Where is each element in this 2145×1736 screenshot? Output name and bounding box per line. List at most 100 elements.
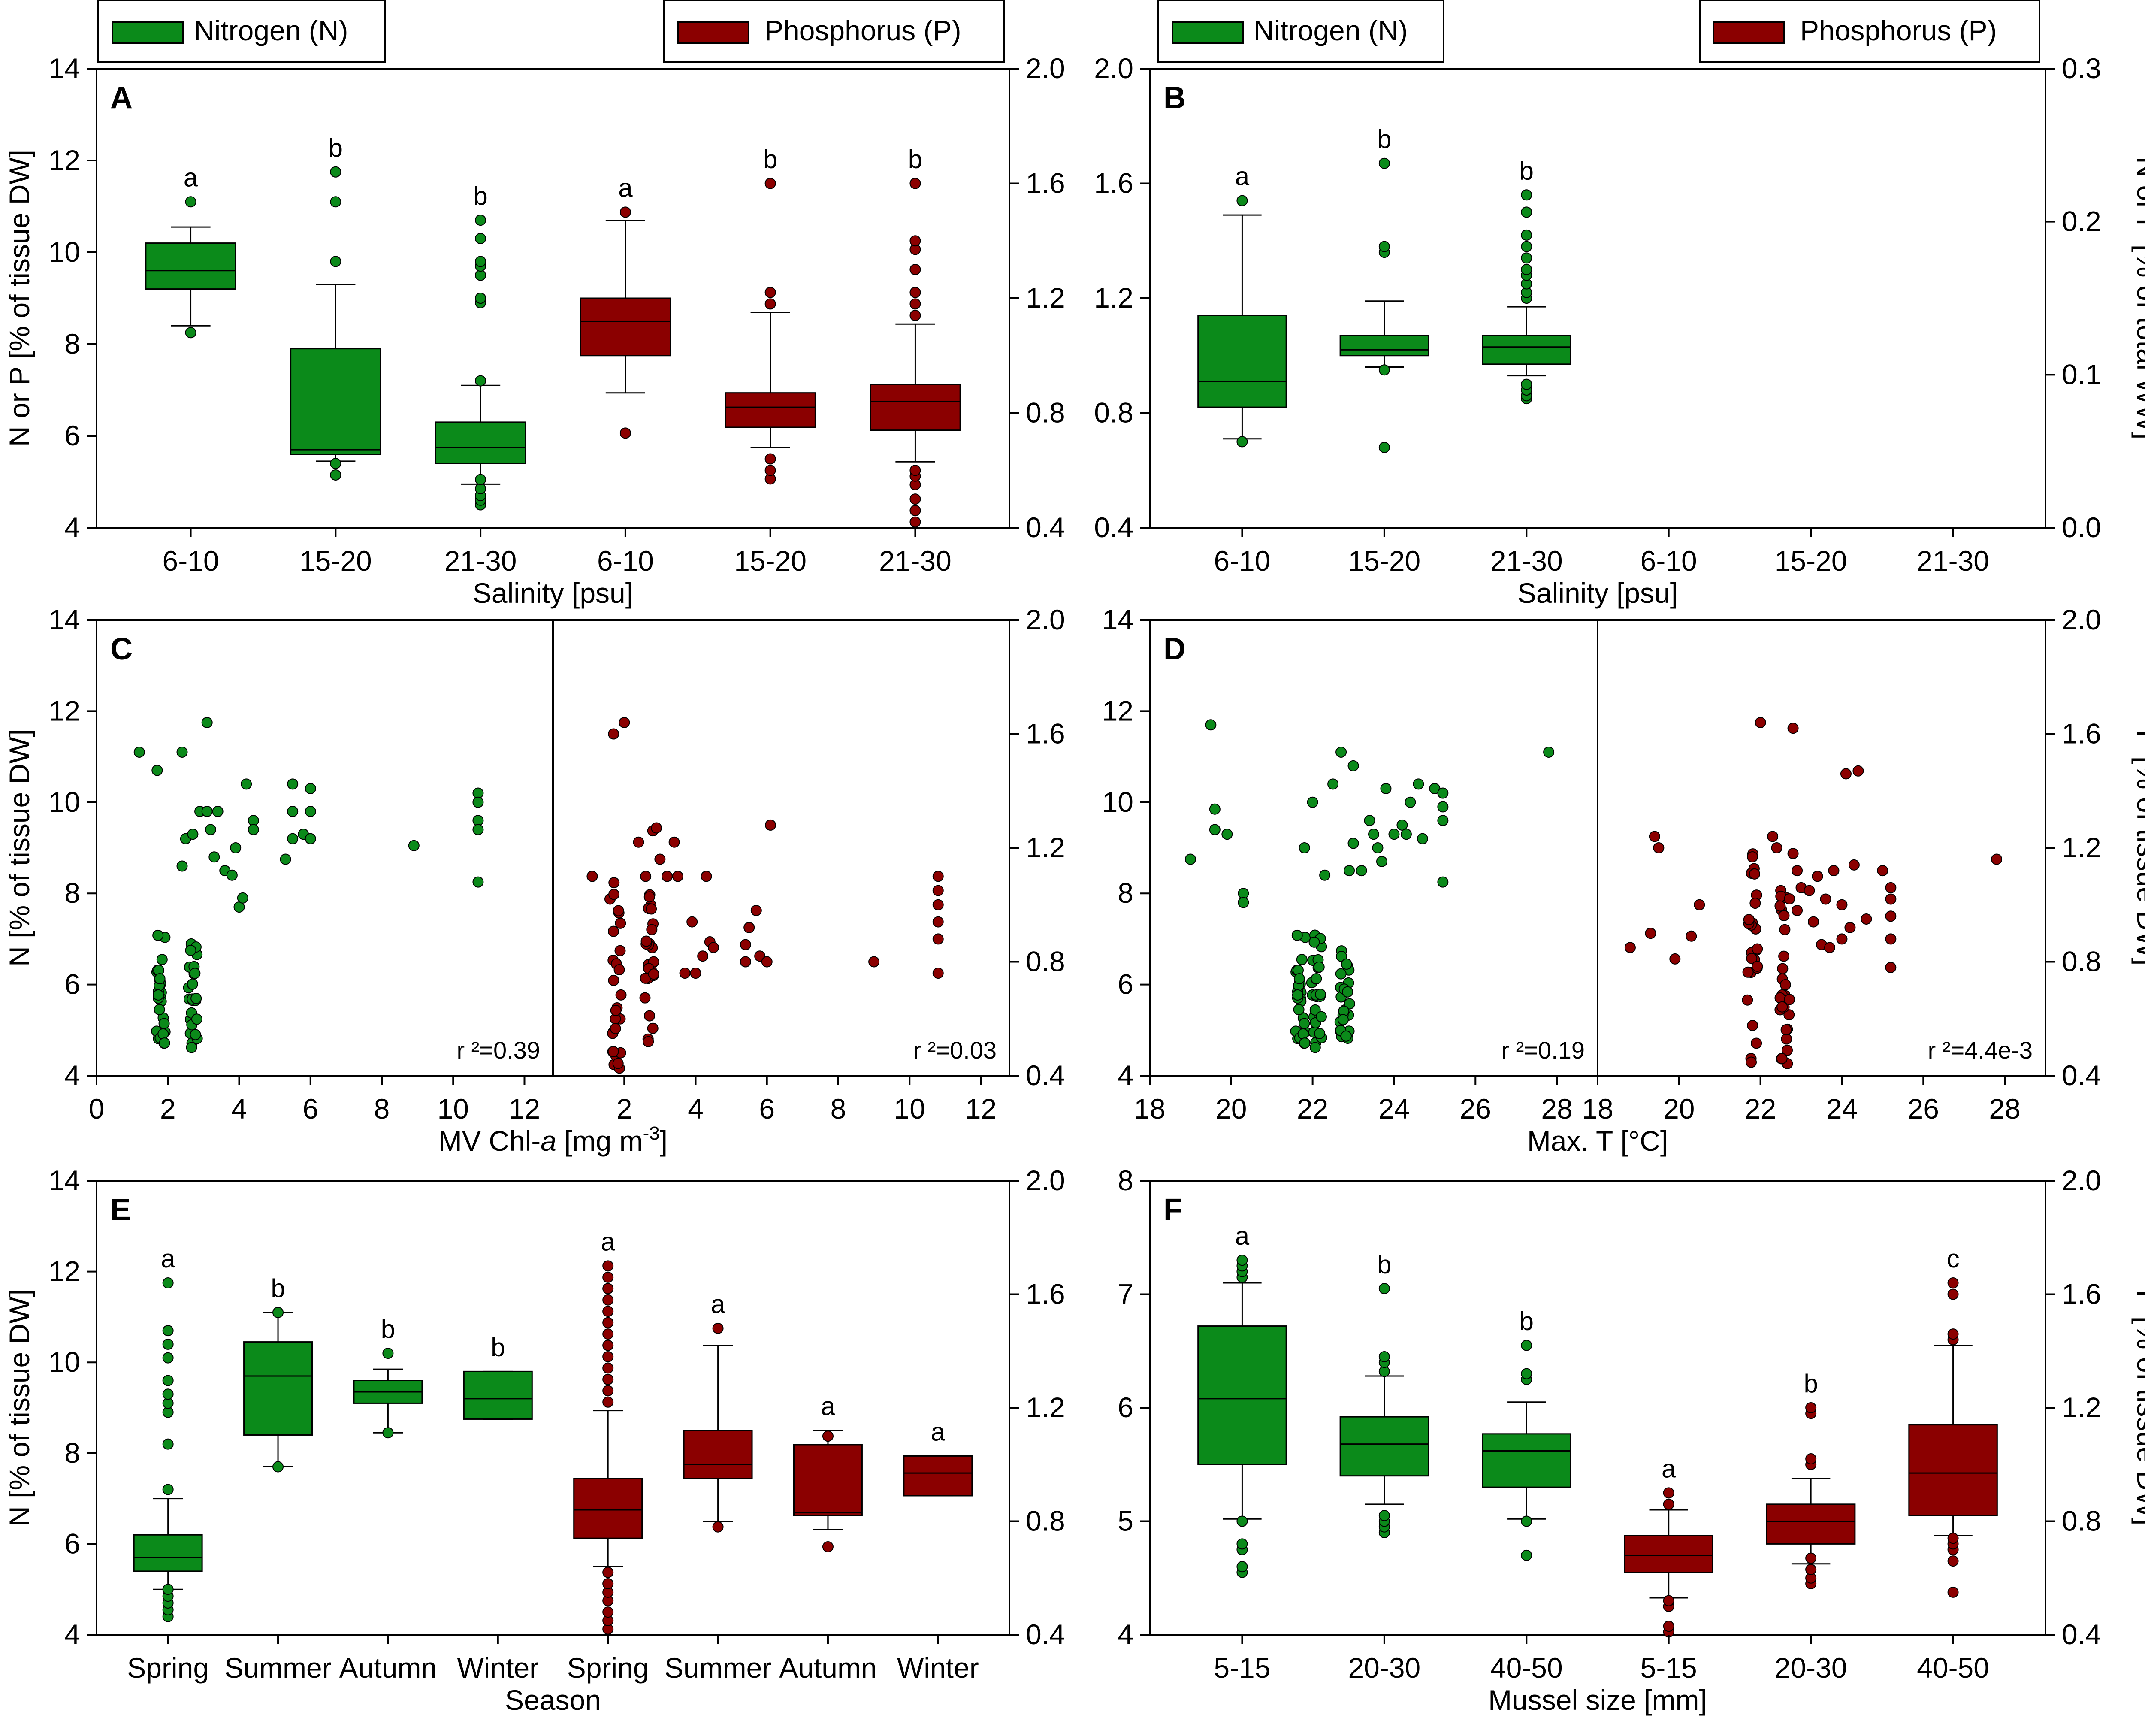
scatter-point-n: [187, 978, 198, 990]
outlier-point: [909, 235, 921, 247]
scatter-point-n: [1335, 746, 1347, 758]
x-tick-label: 28: [1989, 1093, 2020, 1125]
outlier-point: [1521, 1549, 1532, 1561]
significance-letter: a: [618, 173, 633, 202]
scatter-point-n: [1344, 998, 1355, 1010]
scatter-point-p: [1746, 1056, 1757, 1068]
scatter-point-n: [186, 1042, 197, 1053]
y-left-tick-label: 2.0: [1094, 52, 1133, 84]
scatter-point-p: [1844, 922, 1856, 933]
box-iqr: [145, 242, 236, 290]
box-p-4: a: [573, 1227, 643, 1635]
outlier-point: [1236, 1561, 1248, 1573]
outlier-point: [602, 1283, 614, 1294]
box-n-2: b: [435, 181, 526, 511]
scatter-point-n: [305, 806, 316, 817]
x-tick-label: Winter: [897, 1652, 979, 1684]
box-iqr: [1197, 315, 1287, 408]
scatter-point-p: [608, 974, 619, 986]
x-tick-label: 6-10: [1640, 545, 1697, 577]
outlier-point: [602, 1385, 614, 1397]
scatter-point-n: [1314, 1028, 1326, 1039]
scatter-point-n: [1311, 973, 1322, 985]
outlier-point: [602, 1294, 614, 1306]
scatter-point-p: [608, 925, 619, 937]
y-left-tick-label: 4: [64, 511, 80, 543]
x-tick-label: Winter: [457, 1652, 539, 1684]
legend-phosphorus-label: Phosphorus (P): [1800, 15, 1997, 46]
significance-letter: b: [329, 133, 343, 162]
outlier-point: [1521, 206, 1532, 218]
box-n-0: a: [133, 1244, 203, 1622]
y-right-tick-label: 2.0: [1026, 52, 1065, 84]
phosphorus-swatch: [1713, 21, 1785, 44]
significance-letter: b: [763, 145, 777, 174]
y-right-tick-label: 1.6: [1026, 718, 1065, 750]
outlier-point: [1521, 1368, 1532, 1379]
scatter-point-p: [1824, 942, 1835, 953]
scatter-point-p: [743, 922, 755, 933]
x-tick-label: 12: [965, 1093, 997, 1125]
outlier-point: [602, 1260, 614, 1272]
outlier-point: [602, 1362, 614, 1374]
scatter-point-p: [1749, 868, 1760, 880]
y-left-tick-label: 10: [49, 1346, 80, 1378]
significance-letter: b: [1377, 125, 1391, 154]
scatter-point-p: [1746, 953, 1758, 964]
scatter-point-p: [672, 871, 683, 882]
scatter-point-p: [644, 891, 655, 903]
scatter-point-p: [1836, 933, 1848, 945]
x-axis-label: Mussel size [mm]: [1488, 1684, 1707, 1716]
outlier-point: [1378, 1510, 1390, 1521]
outlier-point: [909, 298, 921, 310]
scatter-point-n: [1319, 869, 1331, 881]
y-axis-label: N [% of tissue DW]: [3, 729, 35, 967]
y-right-tick-label: 0.4: [1026, 511, 1065, 543]
x-tick-label: 6: [302, 1093, 318, 1125]
scatter-point-p: [1836, 899, 1848, 910]
x-tick-label: 0: [89, 1093, 105, 1125]
r2-label-right: r ²=4.4e-3: [1928, 1037, 2033, 1064]
scatter-point-n: [1238, 897, 1249, 908]
scatter-point-n: [1314, 989, 1326, 1000]
scatter-point-n: [237, 892, 248, 904]
r2-label-left: r ²=0.39: [456, 1037, 540, 1064]
y-left-tick-label: 1.2: [1094, 282, 1133, 314]
y-left-tick-label: 14: [1102, 604, 1133, 635]
y-left-tick-label: 10: [1102, 786, 1133, 818]
panel-label: E: [110, 1193, 131, 1227]
x-tick-label: 5-15: [1214, 1652, 1270, 1684]
scatter-point-p: [1742, 966, 1754, 978]
box-iqr: [1482, 335, 1571, 365]
scatter-point-n: [287, 833, 299, 844]
scatter-point-p: [1624, 942, 1636, 953]
box-iqr: [133, 1534, 203, 1572]
x-tick-label: 10: [894, 1093, 925, 1125]
scatter-point-n: [1313, 961, 1325, 973]
r2-label-left: r ²=0.19: [1501, 1037, 1585, 1064]
scatter-point-p: [1778, 950, 1790, 962]
scatter-point-p: [610, 1023, 621, 1034]
scatter-point-p: [613, 905, 624, 916]
scatter-point-n: [1296, 954, 1308, 965]
x-axis-label-part: ]: [660, 1125, 668, 1157]
outlier-point: [1947, 1586, 1959, 1598]
outlier-point: [1947, 1555, 1959, 1567]
outlier-point: [602, 1578, 614, 1589]
plot-frame: [96, 68, 1010, 529]
outlier-point: [1947, 1277, 1959, 1289]
box-n-2: b: [1482, 156, 1571, 405]
outlier-point: [330, 196, 341, 208]
scatter-point-p: [1783, 1009, 1795, 1021]
scatter-point-n: [154, 973, 166, 985]
y-right-tick-label: 1.6: [1026, 1278, 1065, 1310]
scatter-point-p: [686, 916, 698, 928]
scatter-point-n: [1437, 876, 1449, 888]
outlier-point: [1947, 1328, 1959, 1340]
box-iqr: [243, 1341, 313, 1436]
y-right-tick-label: 1.2: [1026, 832, 1065, 863]
panel-b: B 0.4 0.8 1.2 1.6 2.0 0.0 0.1 0.2 0.3 N or P [% of…: [1094, 52, 2145, 609]
y-right-tick-label: 0.1: [2062, 358, 2101, 390]
scatter-point-p: [765, 819, 776, 831]
